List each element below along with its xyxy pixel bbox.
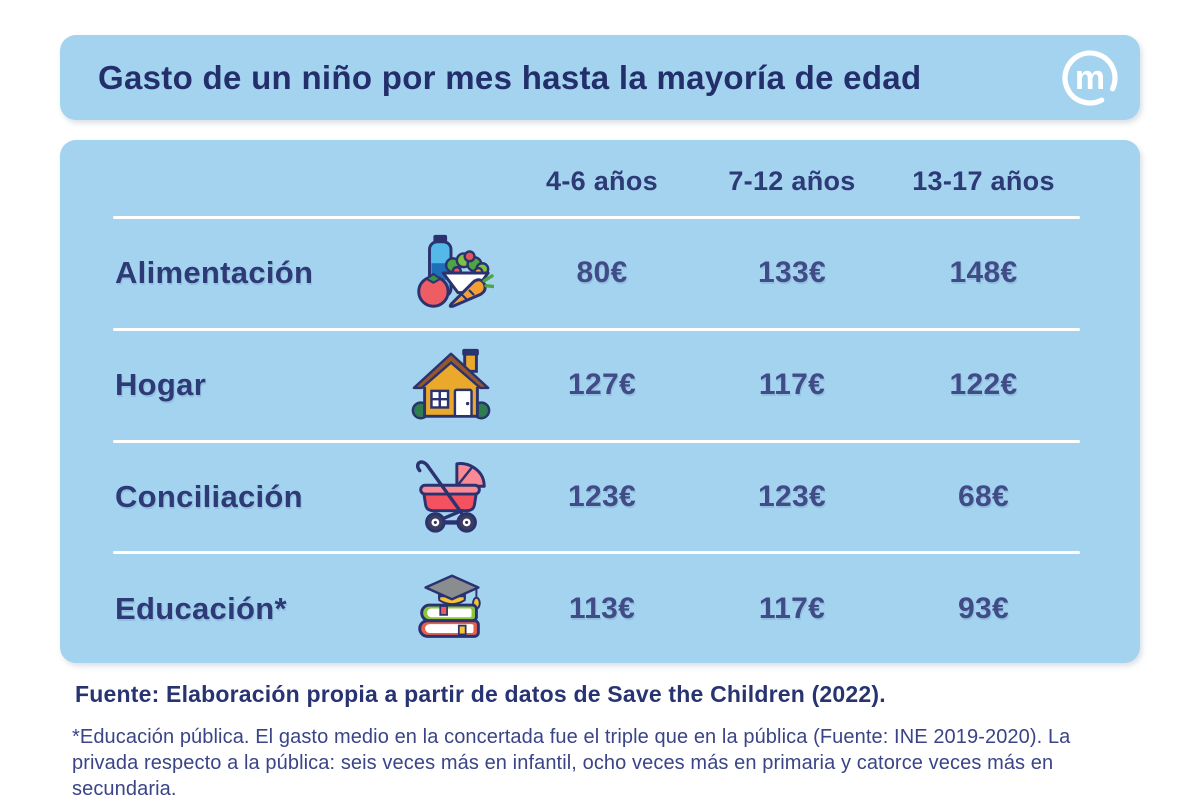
table-row-hogar: Hogar 127€ 117€ 122€ — [60, 331, 1140, 440]
footnote-text: *Educación pública. El gasto medio en la… — [72, 726, 1071, 800]
cell-value: 123€ — [758, 479, 826, 513]
table-header-row: 4-6 años 7-12 años 13-17 años — [60, 146, 1140, 216]
cell-value: 127€ — [568, 368, 636, 402]
cell-value: 133€ — [758, 256, 826, 290]
row-label: Educación* — [115, 590, 287, 626]
divider — [113, 551, 1080, 555]
column-header-7-12: 7-12 años — [728, 165, 856, 196]
house-icon — [411, 348, 491, 420]
divider — [113, 216, 1080, 219]
table-row-alimentacion: Alimentación — [60, 219, 1140, 328]
row-label: Alimentación — [115, 255, 314, 291]
row-label: Conciliación — [115, 478, 303, 514]
cell-value: 148€ — [949, 256, 1018, 290]
cell-value: 123€ — [568, 479, 636, 513]
maldita-logo-icon: m — [1062, 49, 1118, 106]
column-header-4-6: 4-6 años — [546, 165, 658, 196]
cell-value: 117€ — [758, 368, 826, 402]
column-header-13-17: 13-17 años — [912, 165, 1055, 196]
cell-value: 68€ — [958, 479, 1009, 513]
title-bar: Gasto de un niño por mes hasta la mayorí… — [60, 35, 1140, 120]
page-title: Gasto de un niño por mes hasta la mayorí… — [98, 58, 922, 96]
data-table: 4-6 años 7-12 años 13-17 años Alimentaci… — [60, 140, 1140, 663]
stroller-icon — [415, 460, 486, 533]
table-row-educacion: Educación* 113€ 117€ 93€ — [60, 554, 1140, 663]
cell-value: 117€ — [758, 591, 826, 625]
source-text: Fuente: Elaboración propia a partir de d… — [75, 681, 886, 707]
logo-letter: m — [1075, 59, 1105, 97]
cell-value: 93€ — [958, 591, 1009, 625]
food-icon — [417, 235, 494, 309]
row-label: Hogar — [115, 367, 207, 403]
table-row-conciliacion: Conciliación 123€ 123€ 68€ — [60, 443, 1140, 552]
cell-value: 122€ — [949, 368, 1018, 402]
divider — [113, 439, 1080, 443]
cell-value: 80€ — [576, 256, 628, 290]
divider — [113, 327, 1080, 331]
books-graduation-icon — [418, 574, 481, 638]
cell-value: 113€ — [568, 591, 636, 625]
